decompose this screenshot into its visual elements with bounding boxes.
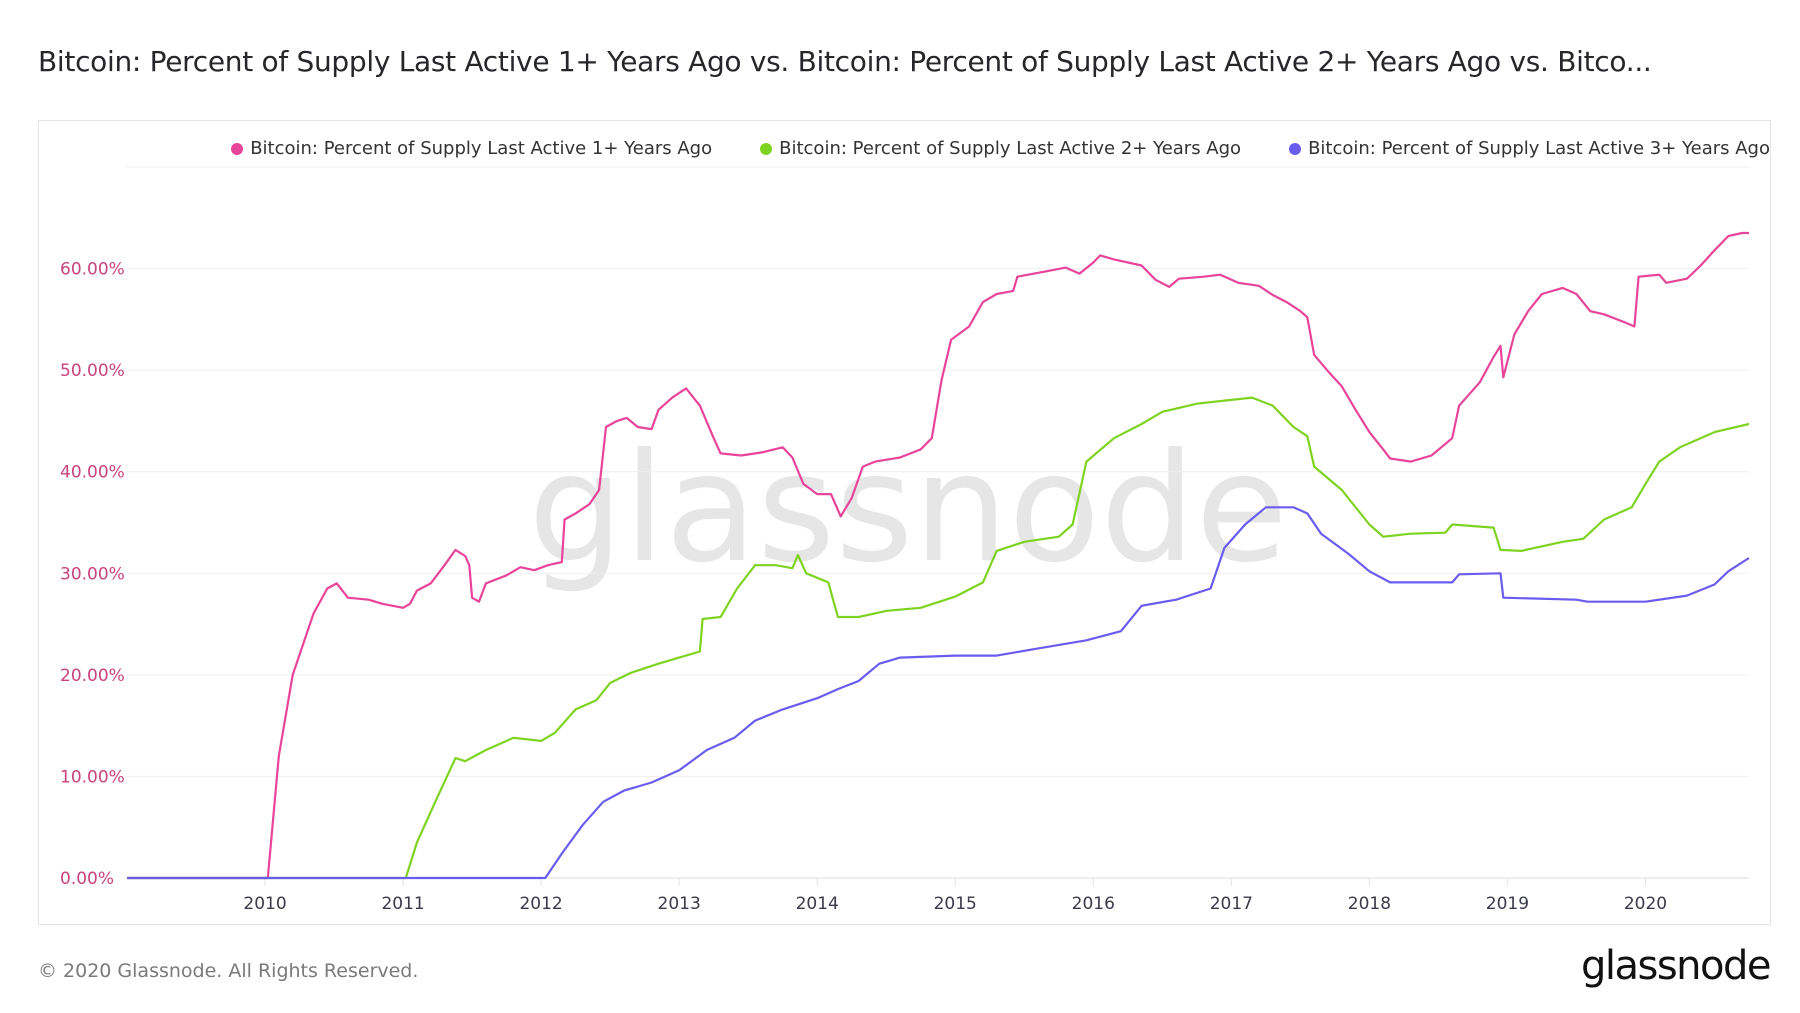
legend-dot-icon [760, 142, 773, 155]
x-tick-label: 2020 [1624, 894, 1667, 914]
y-tick-label: 60.00% [60, 260, 125, 280]
glassnode-logo: glassnode [1580, 943, 1772, 989]
series-line-1y [127, 231, 1749, 880]
legend-dot-icon [1289, 142, 1302, 155]
chart-container [38, 120, 1771, 925]
x-tick-label: 2018 [1348, 894, 1391, 914]
x-tick-label: 2011 [381, 894, 424, 914]
y-tick-label: 20.00% [60, 666, 125, 686]
legend-item-1y[interactable]: Bitcoin: Percent of Supply Last Active 1… [231, 138, 712, 159]
series-line-3y [127, 506, 1750, 880]
y-tick-label: 50.00% [60, 361, 125, 381]
legend-label: Bitcoin: Percent of Supply Last Active 3… [1308, 138, 1770, 159]
legend-label: Bitcoin: Percent of Supply Last Active 2… [779, 138, 1242, 159]
legend-dot-icon [231, 142, 244, 155]
x-tick-label: 2012 [519, 894, 562, 914]
x-tick-label: 2014 [796, 894, 839, 914]
x-tick-label: 2010 [243, 894, 286, 914]
x-tick-label: 2019 [1486, 894, 1529, 914]
legend: Bitcoin: Percent of Supply Last Active 1… [231, 138, 1770, 159]
legend-item-3y[interactable]: Bitcoin: Percent of Supply Last Active 3… [1289, 138, 1770, 159]
x-tick-label: 2016 [1072, 894, 1115, 914]
y-tick-label: 0.00% [60, 869, 114, 889]
legend-item-2y[interactable]: Bitcoin: Percent of Supply Last Active 2… [760, 138, 1241, 159]
x-tick-label: 2013 [658, 894, 701, 914]
y-tick-label: 30.00% [60, 564, 125, 584]
copyright: © 2020 Glassnode. All Rights Reserved. [38, 960, 419, 982]
series-line-2y [127, 396, 1750, 880]
y-tick-label: 10.00% [60, 767, 125, 787]
legend-label: Bitcoin: Percent of Supply Last Active 1… [250, 138, 713, 159]
chart-title: Bitcoin: Percent of Supply Last Active 1… [38, 45, 1652, 78]
y-tick-label: 40.00% [60, 463, 125, 483]
x-tick-label: 2017 [1210, 894, 1253, 914]
x-tick-label: 2015 [934, 894, 977, 914]
watermark: glassnode [528, 422, 1287, 596]
